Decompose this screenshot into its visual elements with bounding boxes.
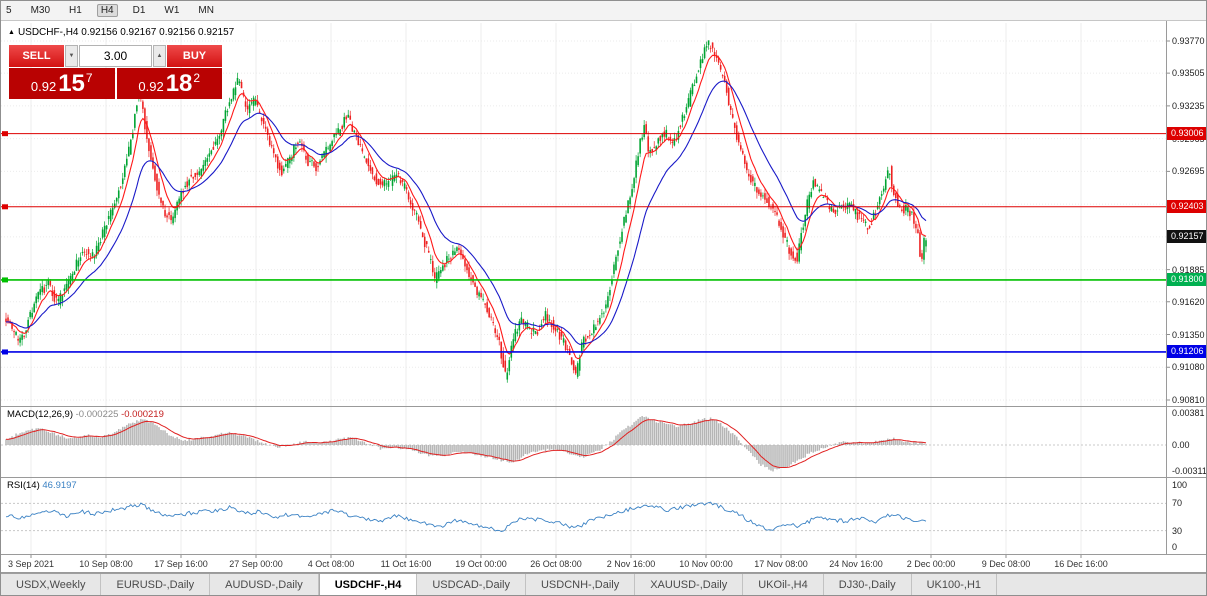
rsi-indicator-title: RSI(14) 46.9197: [7, 480, 77, 491]
timeframe-button-d1[interactable]: D1: [132, 5, 146, 16]
chart-tab-xauusd-daily[interactable]: XAUUSD-,Daily: [635, 574, 744, 595]
symbol-label: USDCHF-,H4: [17, 27, 79, 38]
sell-price-point: 7: [85, 71, 93, 85]
buy-price-pips: 18: [165, 69, 193, 97]
macd-signal-value: -0.000219: [121, 409, 164, 420]
timeframe-button-5[interactable]: 5: [6, 5, 12, 16]
chart-tab-bar: USDX,Weekly EURUSD-,Daily AUDUSD-,Daily USD…: [1, 573, 1206, 595]
symbol-header: ▲ USDCHF-,H4 0.92156 0.92167 0.92156 0.92…: [8, 27, 234, 38]
uptick-icon: ▲: [8, 29, 15, 36]
macd-name: MACD(12,26,9): [7, 409, 73, 420]
rsi-value: 46.9197: [42, 480, 77, 491]
timeframe-toolbar: 5 M30 H1 H4 D1 W1 MN: [1, 1, 1206, 21]
buy-price-point: 2: [193, 71, 201, 85]
trade-panel-controls: SELL ▼ ▲ BUY: [9, 45, 222, 67]
sell-price-display[interactable]: 0.92 15 7: [9, 68, 115, 99]
buy-price-base: 0.92: [138, 78, 164, 94]
trade-panel-prices: 0.92 15 7 0.92 18 2: [9, 68, 222, 99]
sell-price-base: 0.92: [30, 78, 57, 94]
buy-price-display[interactable]: 0.92 18 2: [116, 68, 222, 99]
timeframe-button-mn[interactable]: MN: [198, 5, 214, 16]
volume-input[interactable]: [79, 45, 152, 67]
timeframe-button-h1[interactable]: H1: [69, 5, 82, 16]
macd-indicator-title: MACD(12,26,9) -0.000225 -0.000219: [7, 409, 164, 420]
chart-tab-ukoil-h4[interactable]: UKOil-,H4: [743, 574, 824, 595]
timeframe-button-m30[interactable]: M30: [30, 5, 51, 16]
buy-button[interactable]: BUY: [167, 45, 222, 67]
timeframe-button-h4[interactable]: H4: [96, 4, 118, 17]
chart-tab-audusd-daily[interactable]: AUDUSD-,Daily: [210, 574, 319, 595]
rsi-name: RSI(14): [7, 480, 40, 491]
chart-tab-usdcnh-daily[interactable]: USDCNH-,Daily: [526, 574, 636, 595]
ohlc-values: 0.92156 0.92167 0.92156 0.92157: [81, 27, 235, 38]
volume-increase-button[interactable]: ▲: [153, 45, 166, 67]
chart-tab-usdchf-h4[interactable]: USDCHF-,H4: [318, 574, 418, 595]
sell-price-pips: 15: [58, 69, 85, 97]
one-click-trade-panel: SELL ▼ ▲ BUY 0.92 15 7 0.92 18 2: [9, 45, 222, 99]
volume-decrease-button[interactable]: ▼: [65, 45, 78, 67]
chart-tab-eurusd-daily[interactable]: EURUSD-,Daily: [101, 574, 211, 595]
sell-button[interactable]: SELL: [9, 45, 64, 67]
macd-main-value: -0.000225: [75, 409, 119, 420]
chart-tab-usdcad-daily[interactable]: USDCAD-,Daily: [417, 574, 526, 595]
timeframe-button-w1[interactable]: W1: [164, 5, 180, 16]
chart-tab-dj30-daily[interactable]: DJ30-,Daily: [824, 574, 912, 595]
chart-tab-uk100-h1[interactable]: UK100-,H1: [912, 574, 998, 595]
chart-tab-usdx-weekly[interactable]: USDX,Weekly: [1, 574, 102, 595]
